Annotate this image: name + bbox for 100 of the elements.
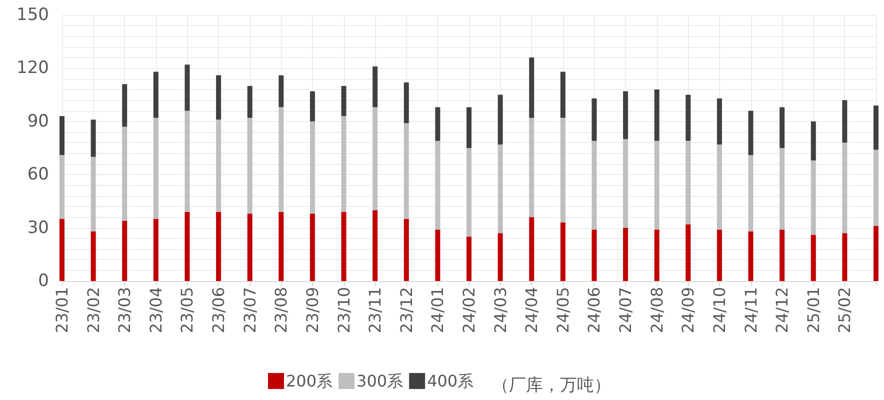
x-tick-label: 23/12 — [396, 287, 416, 334]
bar — [810, 234, 816, 281]
x-tick-label: 24/07 — [616, 287, 636, 334]
bar — [466, 107, 472, 148]
legend-label: 200系 — [286, 372, 333, 390]
bar — [560, 222, 566, 281]
bar — [153, 118, 158, 219]
bar — [435, 140, 440, 230]
bar — [654, 89, 660, 141]
bar — [466, 236, 472, 281]
x-tick-label: 23/01 — [52, 287, 72, 334]
bar — [716, 98, 722, 144]
bar — [592, 230, 597, 281]
bar — [810, 160, 816, 235]
bar — [498, 94, 503, 144]
bar — [842, 100, 848, 143]
x-tick-label: 24/10 — [710, 287, 729, 334]
bar — [216, 75, 222, 120]
y-tick-label: 60 — [27, 164, 49, 185]
x-tick-label: 24/11 — [741, 287, 760, 334]
bar — [529, 58, 534, 118]
bar — [60, 116, 64, 156]
y-tick-label: 150 — [16, 5, 49, 25]
x-tick-label: 23/07 — [240, 287, 260, 334]
bar — [60, 218, 64, 281]
x-tick-label: 23/04 — [146, 287, 166, 334]
bar — [498, 233, 503, 281]
bar — [310, 214, 315, 281]
bar — [278, 212, 284, 281]
bar — [90, 231, 96, 281]
bar — [623, 139, 628, 228]
y-tick-label: 120 — [16, 58, 49, 78]
bar — [153, 218, 158, 281]
x-tick-label: 24/02 — [460, 287, 478, 334]
bar — [310, 121, 315, 214]
bar — [560, 118, 566, 222]
bar — [341, 116, 346, 212]
bar — [184, 212, 190, 281]
bar — [153, 72, 158, 118]
bar — [122, 126, 128, 221]
bar — [716, 144, 722, 230]
bar — [498, 144, 503, 234]
text: （厂库，万吨） — [492, 376, 611, 396]
bar — [372, 66, 378, 108]
x-tick-label: 24/12 — [772, 287, 792, 334]
bar — [874, 105, 878, 150]
y-tick-label: 90 — [27, 111, 49, 132]
legend-label: 400系 — [427, 372, 474, 390]
bar — [247, 214, 252, 281]
bar — [560, 72, 566, 118]
x-tick-label: 24/05 — [553, 287, 572, 334]
x-tick-label: 23/02 — [84, 287, 103, 334]
bar — [60, 155, 64, 219]
x-tick-label: 24/01 — [428, 287, 448, 334]
bar — [686, 94, 691, 141]
bar — [404, 123, 409, 219]
bar — [874, 150, 878, 226]
bar — [592, 98, 597, 141]
bar — [810, 121, 816, 160]
bar — [780, 230, 785, 281]
bar — [404, 82, 409, 124]
x-tick-label: 24/08 — [647, 287, 666, 334]
bar — [247, 118, 252, 214]
bar — [748, 231, 754, 281]
bar — [748, 155, 754, 232]
bar — [122, 84, 128, 127]
bar — [435, 107, 440, 141]
bar — [278, 107, 284, 212]
bar — [592, 140, 597, 230]
x-tick-label: 24/09 — [678, 287, 698, 334]
bar — [216, 120, 222, 212]
bar — [842, 233, 848, 281]
x-tick-label: 23/03 — [115, 287, 134, 334]
bar — [310, 91, 315, 122]
bar — [184, 64, 190, 111]
bar — [716, 230, 722, 281]
legend-label: 300系 — [356, 372, 404, 390]
bar — [184, 110, 190, 212]
x-tick-label: 24/04 — [522, 287, 542, 334]
bar — [466, 148, 472, 237]
bar — [686, 140, 691, 224]
bar — [404, 218, 409, 281]
bar — [90, 120, 96, 157]
bar — [122, 220, 128, 281]
x-tick-label: 25/01 — [804, 287, 823, 334]
bar — [654, 140, 660, 230]
x-tick-label: 23/05 — [178, 287, 197, 334]
bar — [748, 110, 754, 156]
bar — [780, 107, 785, 148]
x-tick-label: 23/11 — [366, 287, 385, 334]
bar — [623, 91, 628, 140]
bar — [341, 212, 346, 281]
bar — [341, 86, 346, 116]
y-tick-label: 0 — [38, 271, 49, 291]
x-tick-label: 23/08 — [272, 287, 291, 334]
bar — [90, 156, 96, 232]
y-tick-label: 30 — [27, 218, 49, 238]
bar — [529, 118, 534, 218]
bar — [780, 148, 785, 230]
bar — [842, 142, 848, 234]
